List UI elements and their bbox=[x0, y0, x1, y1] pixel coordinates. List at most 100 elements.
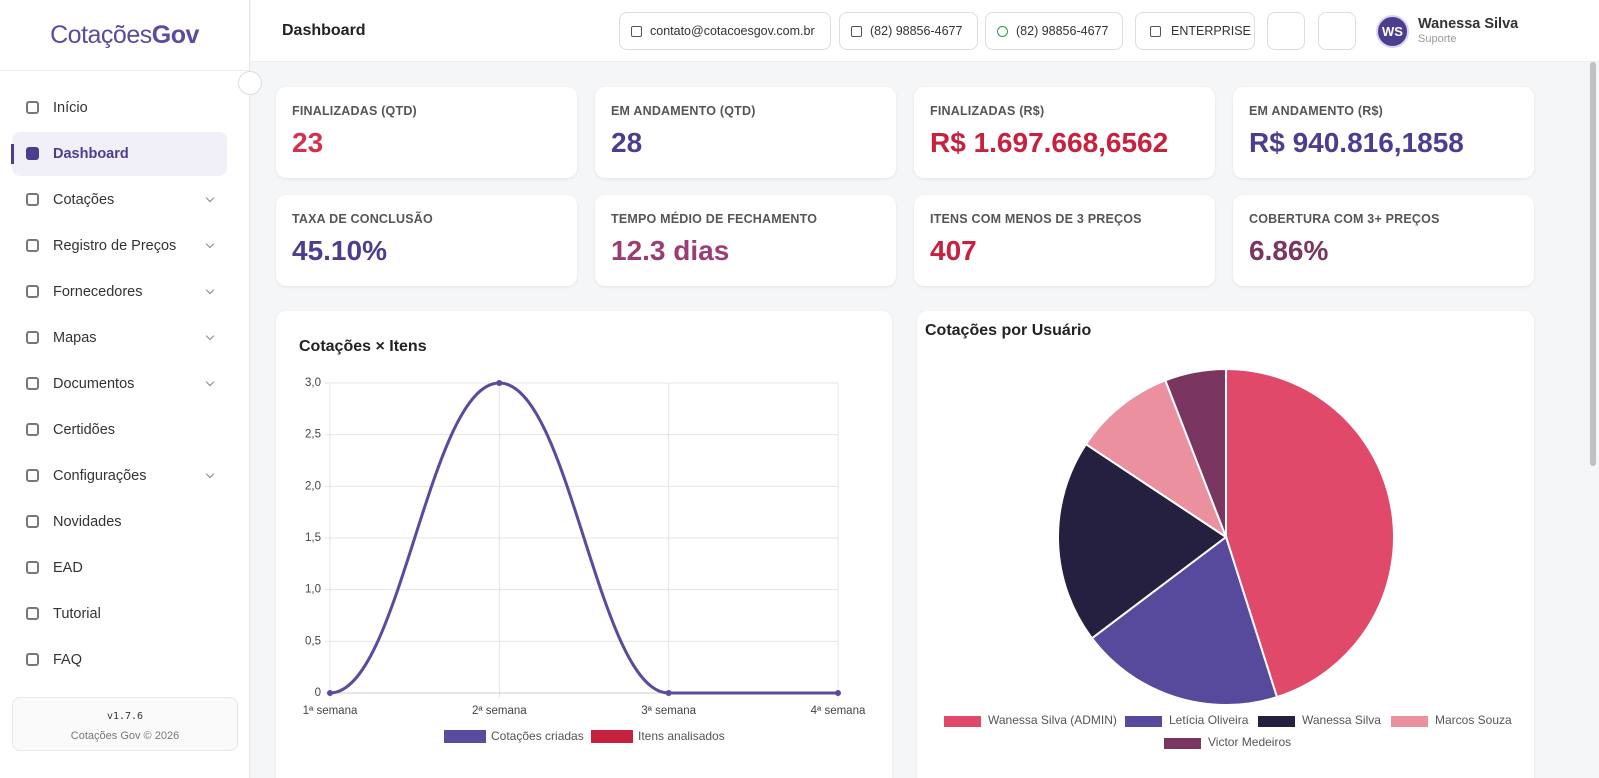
nav-item[interactable]: Mapas bbox=[12, 316, 227, 360]
phone-pill[interactable]: (82) 98856-4677 bbox=[839, 12, 978, 50]
nav-icon bbox=[26, 147, 39, 160]
phone: (82) 98856-4677 bbox=[870, 24, 963, 38]
stat-label: TAXA DE CONCLUSÃO bbox=[292, 212, 433, 226]
stat-value: 6.86% bbox=[1249, 235, 1329, 266]
sidebar-footer: v1.7.6 Cotações Gov © 2026 bbox=[12, 697, 238, 751]
series-line bbox=[329, 381, 838, 695]
nav-item[interactable]: Fornecedores bbox=[12, 270, 227, 314]
line-panel: Cotações × Itens 0 0,5 1,0 1,5 2,0 2,5 3,0 1ª se… bbox=[276, 311, 892, 778]
stat-value: 45.10% bbox=[292, 235, 387, 266]
collapse-button[interactable] bbox=[238, 71, 262, 95]
nav-label: Início bbox=[53, 100, 88, 116]
scrollbar[interactable] bbox=[1590, 62, 1596, 466]
pie-chart: Cotações por Usuário Wanessa Silva (ADMIN… bbox=[925, 322, 1512, 749]
nav-item[interactable]: Configurações bbox=[12, 454, 227, 498]
point bbox=[835, 690, 841, 696]
nav-item[interactable]: Registro de Preços bbox=[12, 224, 227, 268]
nav-label: Dashboard bbox=[53, 146, 129, 162]
legend-label: Wanessa Silva bbox=[1302, 713, 1381, 727]
nav-icon bbox=[26, 607, 39, 620]
nav-item[interactable]: Documentos bbox=[12, 362, 227, 406]
legend-swatch bbox=[1125, 716, 1162, 727]
nav-item[interactable]: EAD bbox=[12, 546, 227, 590]
nav-item[interactable]: Novidades bbox=[12, 500, 227, 544]
chevron bbox=[205, 239, 215, 249]
theme-button[interactable] bbox=[1318, 12, 1356, 50]
page-title: Dashboard bbox=[282, 22, 366, 39]
point bbox=[327, 690, 333, 696]
stat-value: R$ 940.816,1858 bbox=[1249, 127, 1464, 158]
y-tick-label: 0 bbox=[315, 687, 321, 699]
version: v1.7.6 bbox=[106, 711, 144, 722]
y-tick-label: 2,5 bbox=[305, 429, 321, 441]
legend-swatch bbox=[1164, 738, 1201, 749]
nav-item[interactable]: Cotações bbox=[12, 178, 227, 222]
stat-label: COBERTURA COM 3+ PREÇOS bbox=[1249, 212, 1440, 226]
legend-swatch bbox=[1391, 716, 1428, 727]
stat-label: ITENS COM MENOS DE 3 PREÇOS bbox=[930, 212, 1142, 226]
plan: ENTERPRISE bbox=[1171, 24, 1251, 38]
nav-item[interactable]: FAQ bbox=[12, 638, 227, 682]
legend-swatch bbox=[444, 730, 486, 743]
pie-slice bbox=[1084, 379, 1229, 540]
notifications-button[interactable] bbox=[1267, 12, 1305, 50]
nav-label: Fornecedores bbox=[53, 284, 143, 300]
stat-label: FINALIZADAS (R$) bbox=[930, 104, 1045, 118]
email-pill[interactable]: contato@cotacoesgov.com.br bbox=[619, 12, 831, 50]
nav-label: Documentos bbox=[53, 376, 135, 392]
nav-icon bbox=[26, 101, 39, 114]
nav-label: EAD bbox=[53, 560, 83, 576]
stat-card: TEMPO MÉDIO DE FECHAMENTO 12.3 dias bbox=[595, 195, 896, 286]
nav-label: Cotações bbox=[53, 192, 115, 208]
stat-value: 12.3 dias bbox=[611, 235, 730, 266]
x-tick-label: 3ª semana bbox=[641, 705, 696, 717]
copyright: Cotações Gov © 2026 bbox=[70, 730, 180, 742]
stat-label: EM ANDAMENTO (QTD) bbox=[611, 104, 756, 118]
stat-value: 407 bbox=[930, 235, 977, 266]
pie-slice bbox=[1090, 535, 1279, 706]
nav-item[interactable]: Dashboard bbox=[11, 132, 227, 176]
nav-item[interactable]: Início bbox=[12, 86, 227, 130]
nav-label: Novidades bbox=[53, 514, 122, 530]
stat-card: FINALIZADAS (QTD) 23 bbox=[276, 87, 577, 178]
point bbox=[496, 380, 503, 386]
y-tick-label: 1,5 bbox=[305, 532, 321, 544]
pie-slice bbox=[1164, 367, 1227, 538]
logo-text: Cotações bbox=[50, 20, 152, 49]
whatsapp-pill[interactable]: (82) 98856-4677 bbox=[985, 12, 1123, 50]
legend-label: Victor Medeiros bbox=[1208, 735, 1291, 749]
x-tick-label: 4ª semana bbox=[811, 705, 866, 717]
chevron bbox=[205, 331, 215, 341]
point bbox=[665, 690, 672, 696]
y-tick-label: 1,0 bbox=[305, 584, 321, 596]
legend-swatch bbox=[944, 716, 981, 727]
nav-icon bbox=[26, 377, 39, 390]
legend-label: Cotações criadas bbox=[491, 729, 584, 743]
stat-value: R$ 1.697.668,6562 bbox=[930, 127, 1169, 158]
stat-label: FINALIZADAS (QTD) bbox=[292, 104, 417, 118]
nav-icon bbox=[26, 331, 39, 344]
nav-label: Registro de Preços bbox=[53, 238, 177, 254]
stat-card: COBERTURA COM 3+ PREÇOS 6.86% bbox=[1233, 195, 1534, 286]
plan-pill[interactable]: ENTERPRISE bbox=[1135, 12, 1255, 50]
x-tick-label: 2ª semana bbox=[472, 705, 527, 717]
stat-card: TAXA DE CONCLUSÃO 45.10% bbox=[276, 195, 577, 286]
nav-item[interactable]: Certidões bbox=[12, 408, 227, 452]
nav-item[interactable]: Tutorial bbox=[12, 592, 227, 636]
nav-icon bbox=[26, 423, 39, 436]
logo[interactable]: Cotações Gov bbox=[0, 0, 249, 71]
stat-card: EM ANDAMENTO (QTD) 28 bbox=[595, 87, 896, 178]
pie-slice bbox=[1225, 367, 1395, 699]
chevron bbox=[205, 469, 215, 479]
nav-icon bbox=[26, 285, 39, 298]
stat-value: 28 bbox=[611, 127, 643, 158]
legend-label: Marcos Souza bbox=[1435, 713, 1512, 727]
avatar[interactable]: WS bbox=[1376, 15, 1409, 48]
chevron bbox=[205, 377, 215, 387]
chevron bbox=[205, 285, 215, 295]
legend-label: Itens analisados bbox=[638, 729, 725, 743]
stat-value: 23 bbox=[292, 127, 324, 158]
nav-label: Configurações bbox=[53, 468, 147, 484]
legend-label: Letícia Oliveira bbox=[1169, 713, 1249, 727]
